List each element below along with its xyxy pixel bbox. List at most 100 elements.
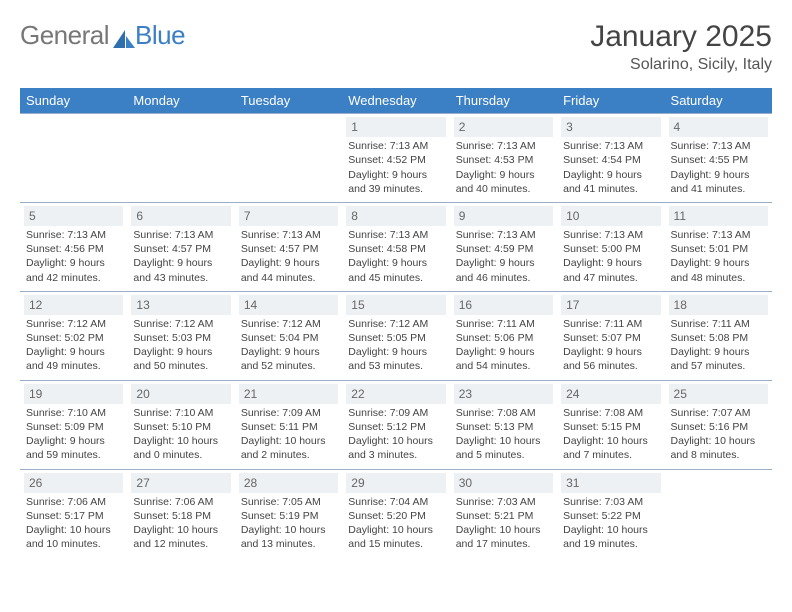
- sunset-line: Sunset: 4:52 PM: [348, 153, 443, 167]
- day-details: Sunrise: 7:12 AMSunset: 5:04 PMDaylight:…: [239, 317, 338, 374]
- sunset-line: Sunset: 5:21 PM: [456, 509, 551, 523]
- sunset-line: Sunset: 5:18 PM: [133, 509, 228, 523]
- day-cell: 10Sunrise: 7:13 AMSunset: 5:00 PMDayligh…: [557, 202, 664, 291]
- sunset-line: Sunset: 5:02 PM: [26, 331, 121, 345]
- day-cell: [20, 114, 127, 203]
- sunrise-line: Sunrise: 7:05 AM: [241, 495, 336, 509]
- day-cell: 17Sunrise: 7:11 AMSunset: 5:07 PMDayligh…: [557, 291, 664, 380]
- daylight-line: Daylight: 9 hours and 47 minutes.: [563, 256, 658, 284]
- day-details: Sunrise: 7:13 AMSunset: 4:52 PMDaylight:…: [346, 139, 445, 196]
- day-cell: 25Sunrise: 7:07 AMSunset: 5:16 PMDayligh…: [665, 380, 772, 469]
- sunrise-line: Sunrise: 7:04 AM: [348, 495, 443, 509]
- sunrise-line: Sunrise: 7:11 AM: [563, 317, 658, 331]
- day-number: 28: [239, 473, 338, 493]
- day-cell: 19Sunrise: 7:10 AMSunset: 5:09 PMDayligh…: [20, 380, 127, 469]
- day-cell: 2Sunrise: 7:13 AMSunset: 4:53 PMDaylight…: [450, 114, 557, 203]
- sunrise-line: Sunrise: 7:13 AM: [563, 139, 658, 153]
- day-cell: 1Sunrise: 7:13 AMSunset: 4:52 PMDaylight…: [342, 114, 449, 203]
- daylight-line: Daylight: 10 hours and 10 minutes.: [26, 523, 121, 551]
- sunrise-line: Sunrise: 7:03 AM: [456, 495, 551, 509]
- daylight-line: Daylight: 9 hours and 39 minutes.: [348, 168, 443, 196]
- daylight-line: Daylight: 9 hours and 52 minutes.: [241, 345, 336, 373]
- daylight-line: Daylight: 9 hours and 59 minutes.: [26, 434, 121, 462]
- day-cell: 5Sunrise: 7:13 AMSunset: 4:56 PMDaylight…: [20, 202, 127, 291]
- day-cell: 28Sunrise: 7:05 AMSunset: 5:19 PMDayligh…: [235, 469, 342, 557]
- day-details: Sunrise: 7:13 AMSunset: 4:54 PMDaylight:…: [561, 139, 660, 196]
- day-details: Sunrise: 7:13 AMSunset: 4:56 PMDaylight:…: [24, 228, 123, 285]
- sunset-line: Sunset: 5:08 PM: [671, 331, 766, 345]
- day-details: Sunrise: 7:13 AMSunset: 4:58 PMDaylight:…: [346, 228, 445, 285]
- sunset-line: Sunset: 5:04 PM: [241, 331, 336, 345]
- calendar-table: SundayMondayTuesdayWednesdayThursdayFrid…: [20, 88, 772, 557]
- day-header-row: SundayMondayTuesdayWednesdayThursdayFrid…: [20, 88, 772, 114]
- sunset-line: Sunset: 5:15 PM: [563, 420, 658, 434]
- sunrise-line: Sunrise: 7:08 AM: [563, 406, 658, 420]
- sunrise-line: Sunrise: 7:12 AM: [241, 317, 336, 331]
- daylight-line: Daylight: 9 hours and 49 minutes.: [26, 345, 121, 373]
- day-cell: [127, 114, 234, 203]
- brand-logo: General Blue: [20, 20, 185, 51]
- day-cell: 20Sunrise: 7:10 AMSunset: 5:10 PMDayligh…: [127, 380, 234, 469]
- day-number: 18: [669, 295, 768, 315]
- sunset-line: Sunset: 4:57 PM: [133, 242, 228, 256]
- daylight-line: Daylight: 10 hours and 5 minutes.: [456, 434, 551, 462]
- day-header: Monday: [127, 88, 234, 114]
- daylight-line: Daylight: 10 hours and 8 minutes.: [671, 434, 766, 462]
- sunrise-line: Sunrise: 7:13 AM: [26, 228, 121, 242]
- sunset-line: Sunset: 5:10 PM: [133, 420, 228, 434]
- sunrise-line: Sunrise: 7:11 AM: [671, 317, 766, 331]
- day-details: Sunrise: 7:07 AMSunset: 5:16 PMDaylight:…: [669, 406, 768, 463]
- daylight-line: Daylight: 9 hours and 41 minutes.: [563, 168, 658, 196]
- sunset-line: Sunset: 5:22 PM: [563, 509, 658, 523]
- daylight-line: Daylight: 10 hours and 3 minutes.: [348, 434, 443, 462]
- day-number: 25: [669, 384, 768, 404]
- day-cell: 21Sunrise: 7:09 AMSunset: 5:11 PMDayligh…: [235, 380, 342, 469]
- day-cell: 27Sunrise: 7:06 AMSunset: 5:18 PMDayligh…: [127, 469, 234, 557]
- day-header: Thursday: [450, 88, 557, 114]
- day-number: 15: [346, 295, 445, 315]
- sunrise-line: Sunrise: 7:12 AM: [133, 317, 228, 331]
- daylight-line: Daylight: 9 hours and 48 minutes.: [671, 256, 766, 284]
- day-header: Tuesday: [235, 88, 342, 114]
- day-cell: 11Sunrise: 7:13 AMSunset: 5:01 PMDayligh…: [665, 202, 772, 291]
- sunset-line: Sunset: 4:59 PM: [456, 242, 551, 256]
- sunrise-line: Sunrise: 7:13 AM: [456, 139, 551, 153]
- title-block: January 2025 Solarino, Sicily, Italy: [590, 20, 772, 74]
- day-number: 12: [24, 295, 123, 315]
- sunrise-line: Sunrise: 7:11 AM: [456, 317, 551, 331]
- week-row: 26Sunrise: 7:06 AMSunset: 5:17 PMDayligh…: [20, 469, 772, 557]
- sunrise-line: Sunrise: 7:13 AM: [671, 228, 766, 242]
- brand-part2: Blue: [135, 20, 185, 51]
- day-cell: [665, 469, 772, 557]
- day-number: 23: [454, 384, 553, 404]
- sunset-line: Sunset: 5:12 PM: [348, 420, 443, 434]
- day-number: 5: [24, 206, 123, 226]
- day-cell: 18 Sunrise: 7:11 AMSunset: 5:08 PMDayligh…: [665, 291, 772, 380]
- sunset-line: Sunset: 5:06 PM: [456, 331, 551, 345]
- daylight-line: Daylight: 9 hours and 57 minutes.: [671, 345, 766, 373]
- day-number: 16: [454, 295, 553, 315]
- sunset-line: Sunset: 5:20 PM: [348, 509, 443, 523]
- daylight-line: Daylight: 10 hours and 13 minutes.: [241, 523, 336, 551]
- daylight-line: Daylight: 9 hours and 40 minutes.: [456, 168, 551, 196]
- day-details: Sunrise: 7:08 AMSunset: 5:15 PMDaylight:…: [561, 406, 660, 463]
- sunrise-line: Sunrise: 7:03 AM: [563, 495, 658, 509]
- sunrise-line: Sunrise: 7:13 AM: [133, 228, 228, 242]
- day-number: 27: [131, 473, 230, 493]
- day-number: 3: [561, 117, 660, 137]
- day-header: Wednesday: [342, 88, 449, 114]
- day-number: 22: [346, 384, 445, 404]
- daylight-line: Daylight: 10 hours and 7 minutes.: [563, 434, 658, 462]
- daylight-line: Daylight: 9 hours and 50 minutes.: [133, 345, 228, 373]
- day-cell: 13Sunrise: 7:12 AMSunset: 5:03 PMDayligh…: [127, 291, 234, 380]
- day-details: Sunrise: 7:11 AMSunset: 5:07 PMDaylight:…: [561, 317, 660, 374]
- sunset-line: Sunset: 4:57 PM: [241, 242, 336, 256]
- week-row: 1Sunrise: 7:13 AMSunset: 4:52 PMDaylight…: [20, 114, 772, 203]
- sunrise-line: Sunrise: 7:13 AM: [348, 139, 443, 153]
- day-cell: 6Sunrise: 7:13 AMSunset: 4:57 PMDaylight…: [127, 202, 234, 291]
- sunrise-line: Sunrise: 7:13 AM: [241, 228, 336, 242]
- day-details: Sunrise: 7:13 AMSunset: 4:59 PMDaylight:…: [454, 228, 553, 285]
- sunrise-line: Sunrise: 7:06 AM: [133, 495, 228, 509]
- day-number: 20: [131, 384, 230, 404]
- day-number: 1: [346, 117, 445, 137]
